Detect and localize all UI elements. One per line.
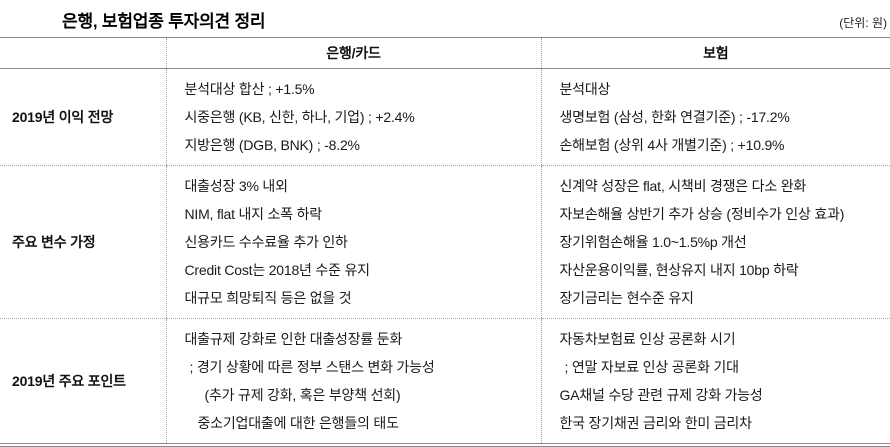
cell-line: 분석대상 합산 ; +1.5% bbox=[184, 81, 315, 97]
cell-bank-key-points: 대출규제 강화로 인한 대출성장률 둔화 ; 경기 상황에 따른 정부 스탠스 … bbox=[165, 318, 541, 445]
cell-line: Credit Cost는 2018년 수준 유지 bbox=[184, 262, 371, 278]
cell-line: 자산운용이익률, 현상유지 내지 10bp 하락 bbox=[559, 262, 799, 278]
cell-line: 손해보험 (상위 4사 개별기준) ; +10.9% bbox=[559, 137, 785, 153]
cell-line: ; 경기 상황에 따른 정부 스탠스 변화 가능성 bbox=[189, 359, 435, 375]
cell-line: 시중은행 (KB, 신한, 하나, 기업) ; +2.4% bbox=[184, 109, 415, 125]
cell-insurance-assumptions: 신계약 성장은 flat, 시책비 경쟁은 다소 완화 자보손해율 상반기 추가… bbox=[540, 165, 890, 319]
cell-line: 대출규제 강화로 인한 대출성장률 둔화 bbox=[184, 331, 403, 347]
row-label-earnings-outlook: 2019년 이익 전망 bbox=[0, 68, 166, 166]
cell-insurance-key-points: 자동차보험료 인상 공론화 시기 ; 연말 자보료 인상 공론화 기대 GA채널… bbox=[540, 318, 890, 445]
cell-insurance-earnings: 분석대상 생명보험 (삼성, 한화 연결기준) ; -17.2% 손해보험 (상… bbox=[540, 68, 890, 166]
cell-line: GA채널 수당 관련 규제 강화 가능성 bbox=[559, 387, 763, 403]
cell-line: NIM, flat 내지 소폭 하락 bbox=[184, 206, 323, 222]
col-header-bank-card: 은행/카드 bbox=[165, 37, 541, 69]
cell-bank-earnings: 분석대상 합산 ; +1.5% 시중은행 (KB, 신한, 하나, 기업) ; … bbox=[165, 68, 541, 166]
title-bar: 은행, 보험업종 투자의견 정리 (단위: 원) bbox=[0, 7, 890, 37]
cell-line: 지방은행 (DGB, BNK) ; -8.2% bbox=[184, 137, 360, 153]
cell-line: 한국 장기채권 금리와 한미 금리차 bbox=[559, 415, 752, 431]
table-row-key-points: 2019년 주요 포인트 대출규제 강화로 인한 대출성장률 둔화 ; 경기 상… bbox=[0, 318, 890, 445]
cell-line: ; 연말 자보료 인상 공론화 기대 bbox=[564, 359, 740, 375]
summary-table: 은행/카드 보험 2019년 이익 전망 분석대상 합산 ; +1.5% 시중은… bbox=[0, 37, 890, 447]
col-header-insurance: 보험 bbox=[540, 37, 890, 69]
unit-label: (단위: 원) bbox=[839, 16, 887, 30]
page-title: 은행, 보험업종 투자의견 정리 bbox=[62, 12, 266, 31]
cell-line: 대규모 희망퇴직 등은 없을 것 bbox=[184, 290, 352, 306]
table-row-earnings-outlook: 2019년 이익 전망 분석대상 합산 ; +1.5% 시중은행 (KB, 신한… bbox=[0, 68, 890, 166]
row-label-key-assumptions: 주요 변수 가정 bbox=[0, 165, 166, 319]
cell-line: 중소기업대출에 대한 은행들의 태도 bbox=[197, 415, 399, 431]
row-label-key-points: 2019년 주요 포인트 bbox=[12, 373, 126, 389]
header-row: 은행/카드 보험 bbox=[0, 37, 890, 69]
cell-line: 분석대상 bbox=[559, 81, 611, 97]
cell-line: 생명보험 (삼성, 한화 연결기준) ; -17.2% bbox=[559, 109, 790, 125]
cell-line: 장기금리는 현수준 유지 bbox=[559, 290, 694, 306]
cell-line: 장기위험손해율 1.0~1.5%p 개선 bbox=[559, 234, 747, 250]
cell-line: 신용카드 수수료율 추가 인하 bbox=[184, 234, 348, 250]
cell-line: 자보손해율 상반기 추가 상승 (정비수가 인상 효과) bbox=[559, 206, 845, 222]
cell-line: 대출성장 3% 내외 bbox=[184, 178, 288, 194]
cell-line: (추가 규제 강화, 혹은 부양책 선회) bbox=[204, 387, 401, 403]
corner-cell bbox=[0, 37, 166, 69]
cell-line: 자동차보험료 인상 공론화 시기 bbox=[559, 331, 736, 347]
cell-line: 신계약 성장은 flat, 시책비 경쟁은 다소 완화 bbox=[559, 178, 807, 194]
cell-bank-assumptions: 대출성장 3% 내외 NIM, flat 내지 소폭 하락 신용카드 수수료율 … bbox=[165, 165, 541, 319]
table-row-key-assumptions: 주요 변수 가정 대출성장 3% 내외 NIM, flat 내지 소폭 하락 신… bbox=[0, 165, 890, 319]
